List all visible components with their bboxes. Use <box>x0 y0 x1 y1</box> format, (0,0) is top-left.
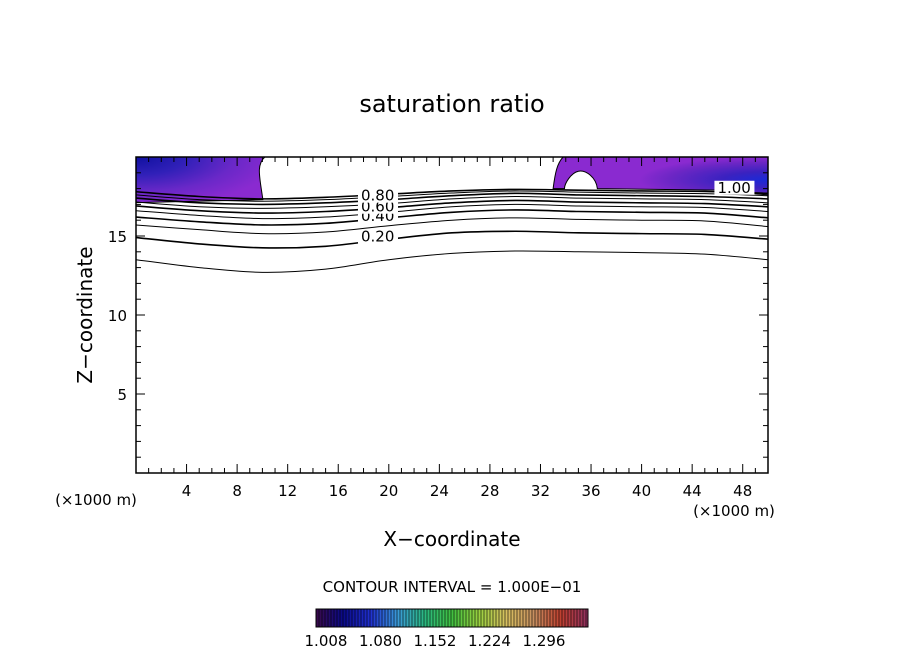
contour-line-7 <box>135 195 769 209</box>
contour-line-10 <box>135 188 769 200</box>
x-tick-label: 40 <box>632 482 651 500</box>
colorbar-tick-label: 1.224 <box>468 632 511 650</box>
x-tick-label: 48 <box>733 482 752 500</box>
filled-region-right <box>552 156 769 196</box>
contour-line-6 <box>135 199 769 214</box>
contour-line-1 <box>135 250 769 273</box>
colorbar-tick-label: 1.080 <box>359 632 402 650</box>
colorbar-frame <box>315 608 589 628</box>
contour-line-3 <box>135 217 769 235</box>
contour-line-5 <box>135 203 769 220</box>
colorbar-tick-label: 1.296 <box>523 632 566 650</box>
contour-label-bg <box>357 229 398 244</box>
contour-line-4 <box>135 209 769 226</box>
y-axis-label: Z−coordinate <box>73 246 97 383</box>
colorbar-tick-label: 1.152 <box>414 632 457 650</box>
colorbar: 1.008 1.080 1.152 1.224 1.296 <box>305 608 589 650</box>
contour-line-9 <box>135 190 769 202</box>
contour-label: 0.20 <box>361 228 394 246</box>
y-tick-label: 5 <box>117 386 127 404</box>
x-tick-label: 44 <box>683 482 702 500</box>
x-tick-label: 20 <box>379 482 398 500</box>
contour-label-bg <box>714 180 755 195</box>
x-tick-label: 24 <box>430 482 449 500</box>
x-tick-label: 12 <box>278 482 297 500</box>
contour-lines-layer <box>135 188 769 273</box>
x-tick-label: 36 <box>581 482 600 500</box>
contour-label-bg <box>357 199 398 214</box>
x-tick-label: 16 <box>329 482 348 500</box>
contour-interval-note: CONTOUR INTERVAL = 1.000E−01 <box>323 578 582 596</box>
x-tick-label: 8 <box>232 482 242 500</box>
x-unit-right: (×1000 m) <box>693 502 775 520</box>
y-tick-label: 15 <box>108 228 127 246</box>
contour-line-2 <box>135 230 769 249</box>
contour-labels-layer: 0.200.400.600.80 1.00 <box>357 179 755 246</box>
chart-title: saturation ratio <box>359 90 544 118</box>
y-tick-label: 10 <box>108 307 127 325</box>
x-tick-label: 4 <box>182 482 192 500</box>
x-tick-label: 32 <box>531 482 550 500</box>
contour-label: 1.00 <box>717 179 750 197</box>
contour-label: 0.80 <box>361 187 394 205</box>
x-unit-left: (×1000 m) <box>55 491 137 509</box>
fill-layer <box>135 156 769 204</box>
colorbar-tick-label: 1.008 <box>305 632 348 650</box>
contour-label-bg <box>357 188 398 203</box>
x-tick-label: 28 <box>480 482 499 500</box>
x-axis-label: X−coordinate <box>383 527 520 551</box>
contour-line-8 <box>135 192 769 206</box>
